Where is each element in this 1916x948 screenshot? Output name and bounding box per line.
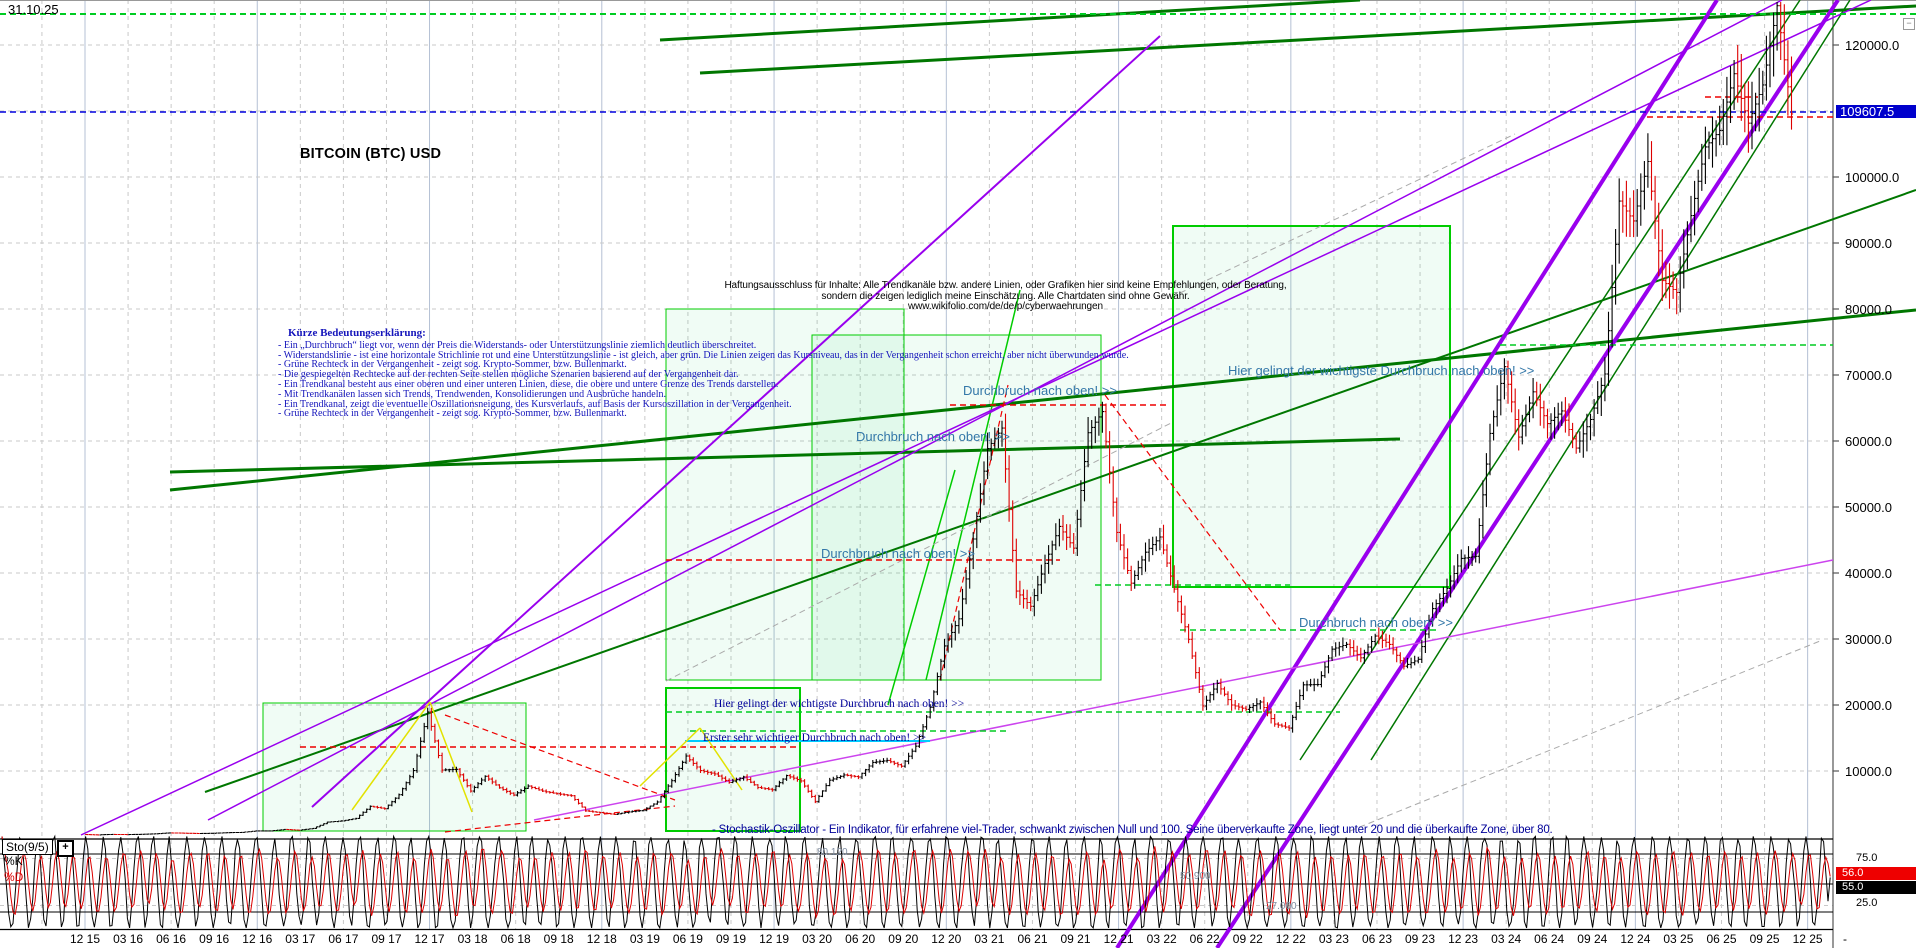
time-tick-17: 03 20 [802,932,833,946]
price-tick-0: 120000.0 [1845,38,1900,53]
price-tick-4: 70000.0 [1845,368,1892,383]
legend-heading: Kürze Bedeutungserklärung: [288,327,426,339]
legend-block: Kürze Bedeutungserklärung: - Ein „Durchb… [270,327,1129,420]
time-tick-25: 03 22 [1146,932,1177,946]
price-tick-5: 60000.0 [1845,434,1892,449]
stochastic-d-label: %D [4,870,24,884]
legend-item-1: - Widerstandslinie - ist eine horizontal… [278,349,1129,361]
time-tick-31: 09 23 [1404,932,1436,946]
time-tick-32: 12 23 [1448,932,1479,946]
breakout-annotation-2: Durchbruch nach oben! >> [821,546,975,561]
price-tick-9: 20000.0 [1845,698,1892,713]
breakout-annotation-3: Hier gelingt der wichtigste Durchbruch n… [1228,363,1535,378]
legend-item-6: - Ein Trendkanal, zeigt die eventuelle O… [278,398,792,410]
time-tick-2: 06 16 [156,932,187,946]
sto-axis-label-3: 25.0 [1856,897,1878,909]
sto-axis-label-1: 56.0 [1836,867,1916,880]
legend-items: - Ein „Durchbruch“ liegt vor, wenn der P… [270,339,1129,420]
legend-item-7: - Grüne Rechteck in der Vergangenheit - … [278,408,627,420]
chart-title: BITCOIN (BTC) USD [300,146,442,162]
price-tick-3: 80000.0 [1845,302,1892,317]
time-tick-1: 03 16 [113,932,144,946]
time-tick-30: 06 23 [1361,932,1393,946]
current-price-tag: 109607.5 [1836,105,1916,118]
price-tick-8: 30000.0 [1845,632,1892,647]
time-tick-10: 06 18 [500,932,531,946]
time-tick-29: 03 23 [1318,932,1349,946]
time-tick-8: 12 17 [414,932,445,946]
time-tick-12: 12 18 [586,932,617,946]
time-tick-16: 12 19 [759,932,790,946]
indicator-add-button[interactable]: + [57,840,74,857]
time-tick-19: 09 20 [888,932,919,946]
time-tick-33: 03 24 [1491,932,1522,946]
time-tick-37: 03 25 [1663,932,1694,946]
time-tick-40: 12 25 [1792,932,1823,946]
time-tick-3: 09 16 [199,932,230,946]
sto-threshold-2: 27.000 [1266,901,1297,912]
time-tick-11: 09 18 [543,932,574,946]
time-tick-6: 06 17 [328,932,359,946]
time-tick-7: 09 17 [371,932,402,946]
time-tick-24: 12 21 [1103,932,1134,946]
chart-date-label: 31.10.25 [8,2,59,17]
time-tick-38: 06 25 [1706,932,1737,946]
breakout-annotation-5: Hier gelingt der wichtigste Durchbruch n… [714,698,965,710]
legend-item-4: - Ein Trendkanal besteht aus einer obere… [278,378,779,390]
time-tick-23: 09 21 [1060,932,1091,946]
time-tick-5: 03 17 [285,932,316,946]
time-tick-18: 06 20 [845,932,876,946]
breakout-annotation-4: Durchbruch nach oben! >> [1299,615,1453,630]
breakout-annotation-0: Durchbruch nach oben! >> [963,383,1117,398]
sto-axis-label-2: 55.0 [1836,881,1916,894]
time-tick-0: 12 15 [69,932,101,946]
legend-item-2: - Grüne Rechteck in der Vergangenheit - … [278,359,627,371]
time-tick-26: 06 22 [1189,932,1220,946]
minimize-chart-button[interactable]: − [1903,18,1915,30]
time-tick-27: 09 22 [1232,932,1263,946]
time-tick-21: 03 21 [974,932,1005,946]
time-tick-35: 09 24 [1577,932,1608,946]
time-tick-13: 03 19 [629,932,660,946]
sto-threshold-0: 80.120 [817,847,848,858]
breakout-annotation-6: Erster sehr wichtiger Durchbruch nach ob… [703,732,927,744]
breakout-annotation-1: Durchbruch nach oben! >> [856,429,1010,444]
price-tick-1: 100000.0 [1845,170,1900,185]
legend-item-5: - Mit Trendkanälen lassen sich Trends, T… [278,388,667,400]
price-tick-2: 90000.0 [1845,236,1892,251]
time-tick-suffix: - [1843,932,1847,946]
time-tick-28: 12 22 [1275,932,1306,946]
legend-item-3: - Die gespiegelten Rechtecke auf der rec… [278,369,739,381]
sto-threshold-1: 50.900 [1180,871,1211,882]
price-tick-6: 50000.0 [1845,500,1892,515]
legend-item-0: - Ein „Durchbruch“ liegt vor, wenn der P… [278,339,757,351]
time-tick-39: 09 25 [1749,932,1780,946]
time-tick-22: 06 21 [1017,932,1048,946]
disclaimer-text: Haftungsausschluss für Inhalte: Alle Tre… [723,280,1288,313]
time-tick-4: 12 16 [242,932,273,946]
stochastic-note: - Stochastik-Oszillator - Ein Indikator,… [712,824,1553,836]
time-tick-15: 09 19 [715,932,747,946]
time-tick-9: 03 18 [457,932,488,946]
sto-axis-label-0: 75.0 [1856,852,1878,864]
time-tick-36: 12 24 [1620,932,1651,946]
time-tick-14: 06 19 [672,932,703,946]
stochastic-indicator-label[interactable]: Sto(9/5) [2,839,53,855]
price-tick-10: 10000.0 [1845,764,1892,779]
disclaimer-line1: Haftungsausschluss für Inhalte: Alle Tre… [724,280,1287,291]
time-tick-34: 06 24 [1534,932,1565,946]
price-tick-7: 40000.0 [1845,566,1892,581]
stochastic-k-label: %K [4,854,23,868]
time-tick-20: 12 20 [931,932,962,946]
disclaimer-line2: sondern die zeigen lediglich meine Einsc… [821,290,1190,312]
